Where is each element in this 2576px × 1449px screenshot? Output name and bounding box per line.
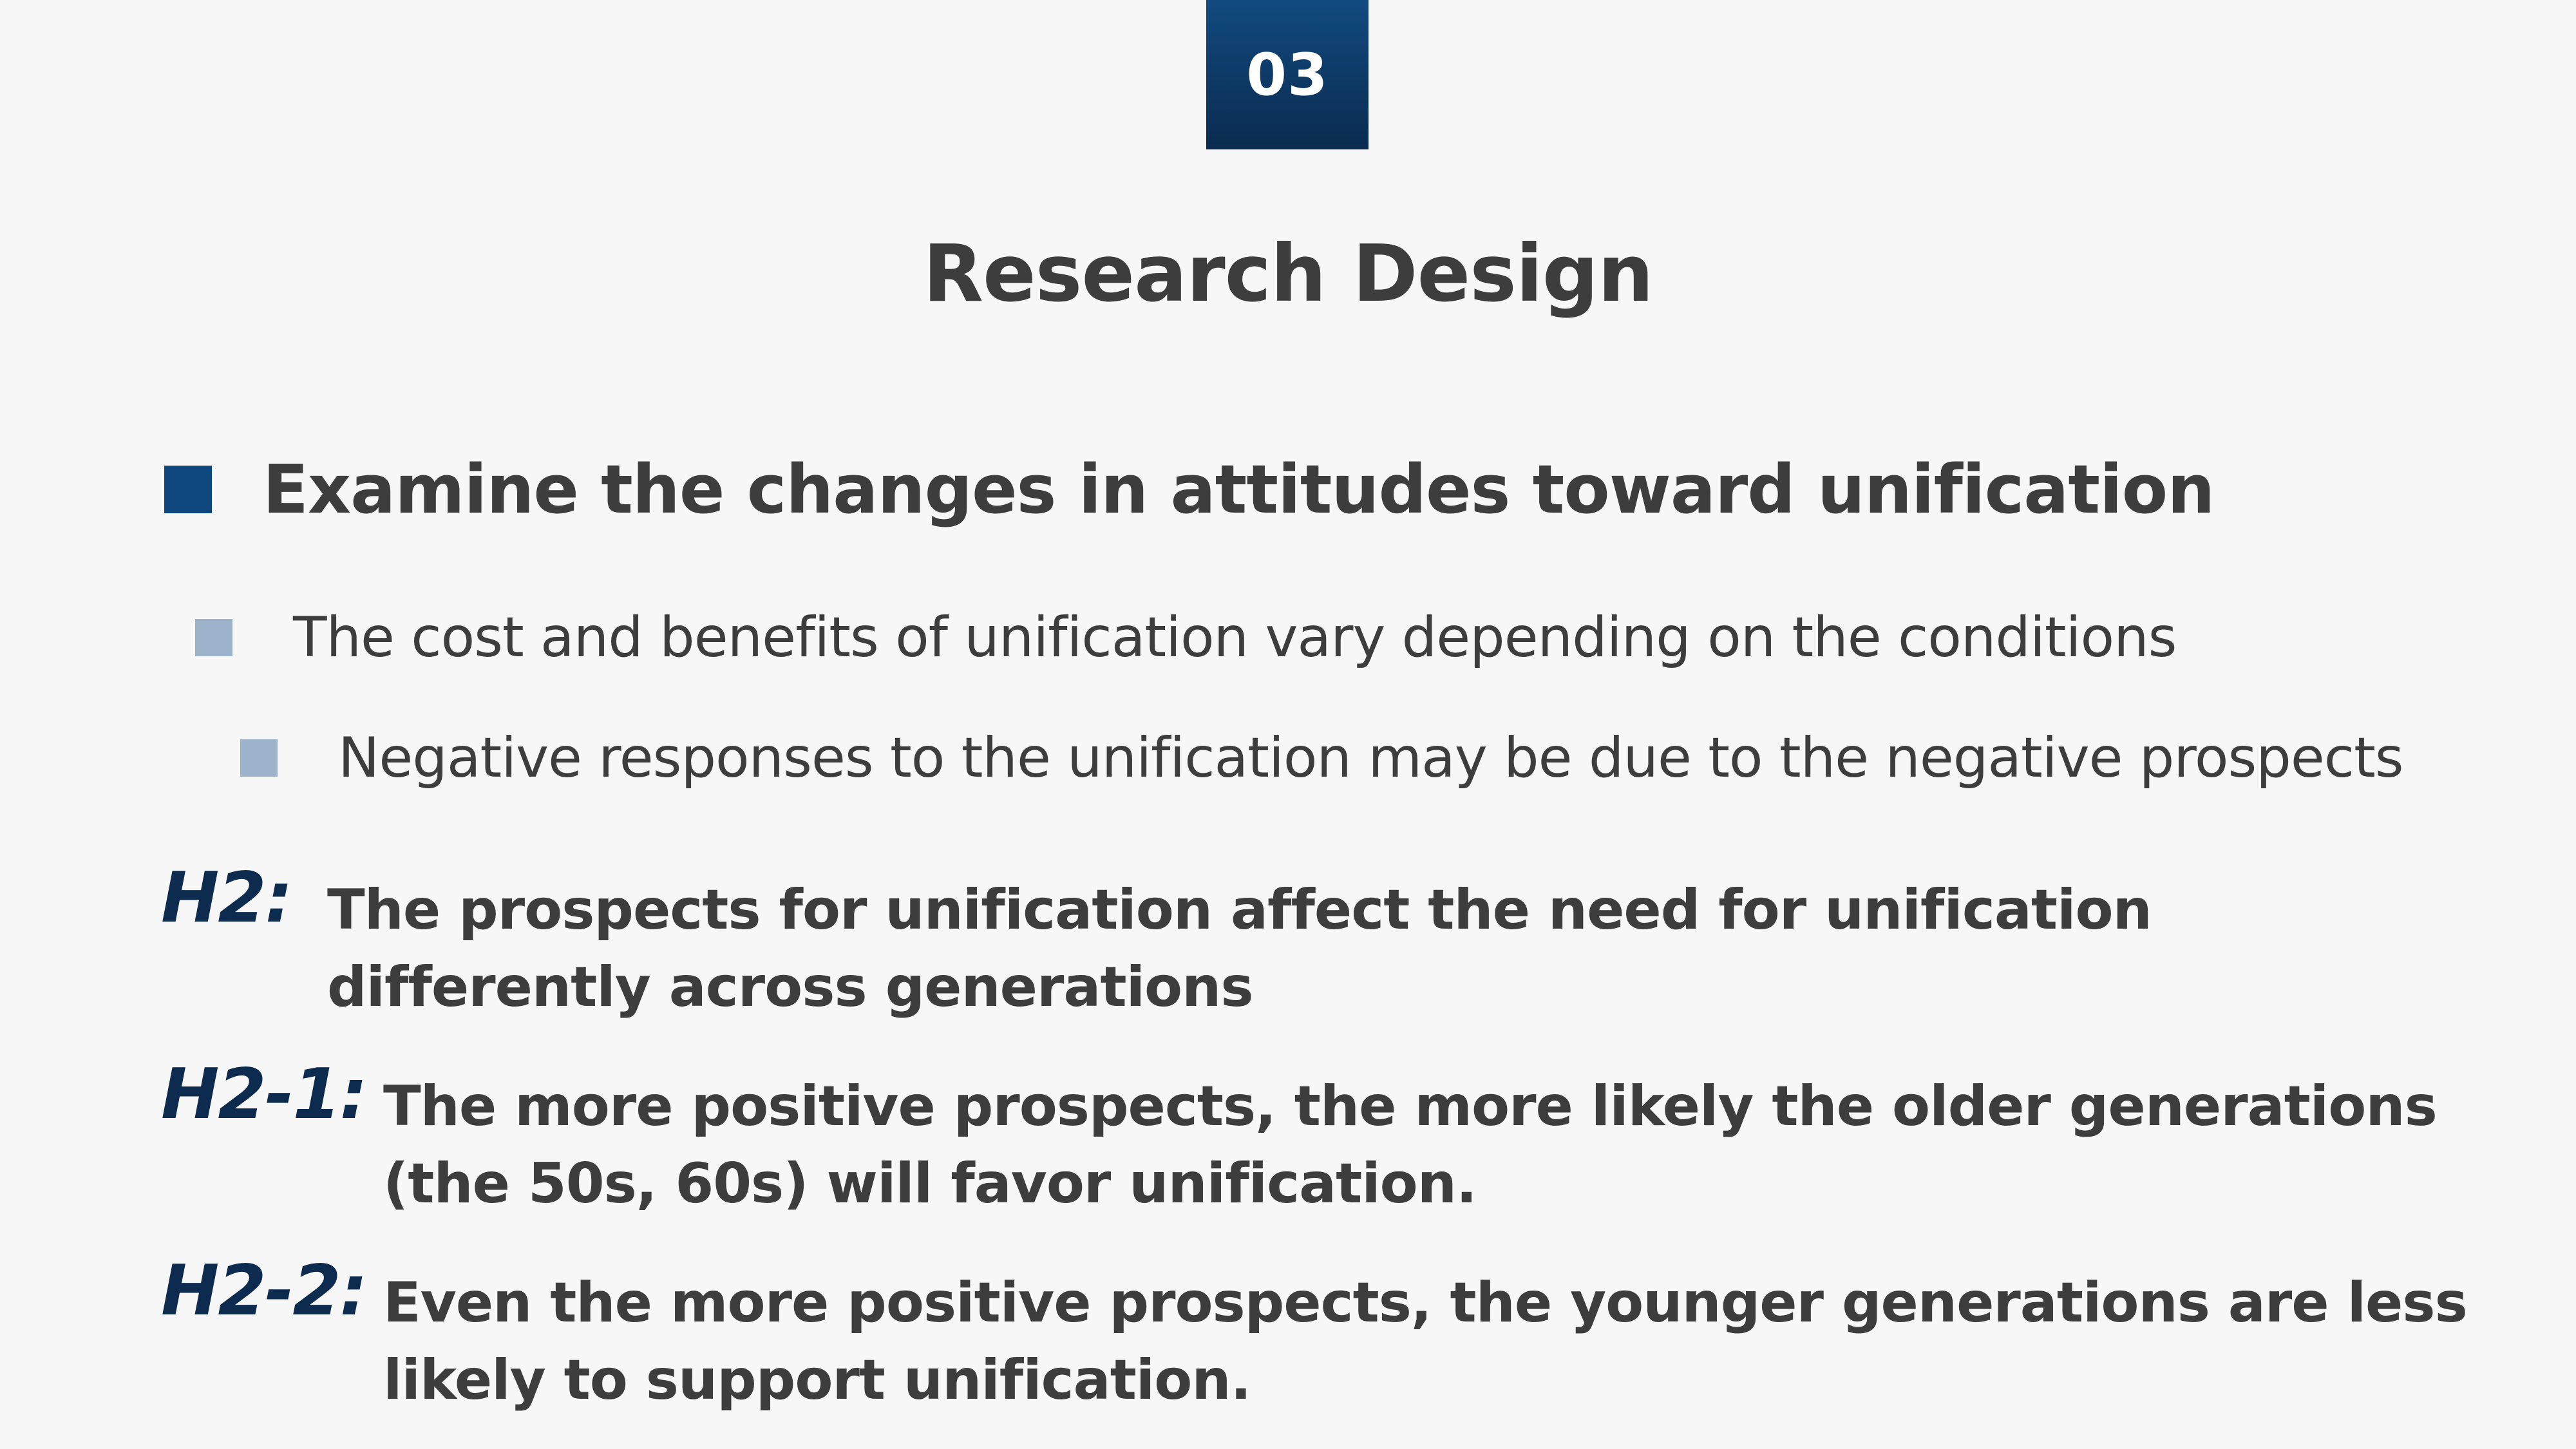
- section-number-badge: 03: [1206, 0, 1368, 149]
- main-bullet-text: Examine the changes in attitudes toward …: [263, 450, 2215, 529]
- square-bullet-icon: [240, 739, 278, 777]
- slide-title: Research Design: [923, 228, 1654, 319]
- hypothesis-label: H2:: [161, 858, 293, 938]
- hypothesis-line: The more positive prospects, the more li…: [383, 1074, 2438, 1139]
- hypothesis-label: H2-2:: [161, 1251, 368, 1331]
- sub-bullet: The cost and benefits of unification var…: [195, 599, 2177, 676]
- hypothesis-line: Even the more positive prospects, the yo…: [383, 1271, 2468, 1335]
- square-bullet-icon: [164, 466, 212, 513]
- hypothesis-label: H2-1:: [161, 1054, 368, 1135]
- hypothesis-text: The more positive prospects, the more li…: [383, 1068, 2438, 1222]
- sub-bullet-text: The cost and benefits of unification var…: [293, 605, 2177, 670]
- sub-bullet-text: Negative responses to the unification ma…: [338, 726, 2404, 790]
- hypothesis-text: Even the more positive prospects, the yo…: [383, 1264, 2468, 1419]
- hypothesis-line: differently across generations: [327, 955, 1254, 1019]
- hypothesis-line: (the 50s, 60s) will favor unification.: [383, 1151, 1477, 1216]
- hypothesis-text: The prospects for unification affect the…: [327, 871, 2152, 1026]
- hypothesis-line: The prospects for unification affect the…: [327, 878, 2152, 942]
- section-number: 03: [1246, 41, 1329, 109]
- sub-bullet: Negative responses to the unification ma…: [240, 719, 2404, 797]
- hypothesis-line: likely to support unification.: [383, 1348, 1251, 1412]
- square-bullet-icon: [195, 619, 232, 656]
- main-bullet: Examine the changes in attitudes toward …: [164, 450, 2215, 529]
